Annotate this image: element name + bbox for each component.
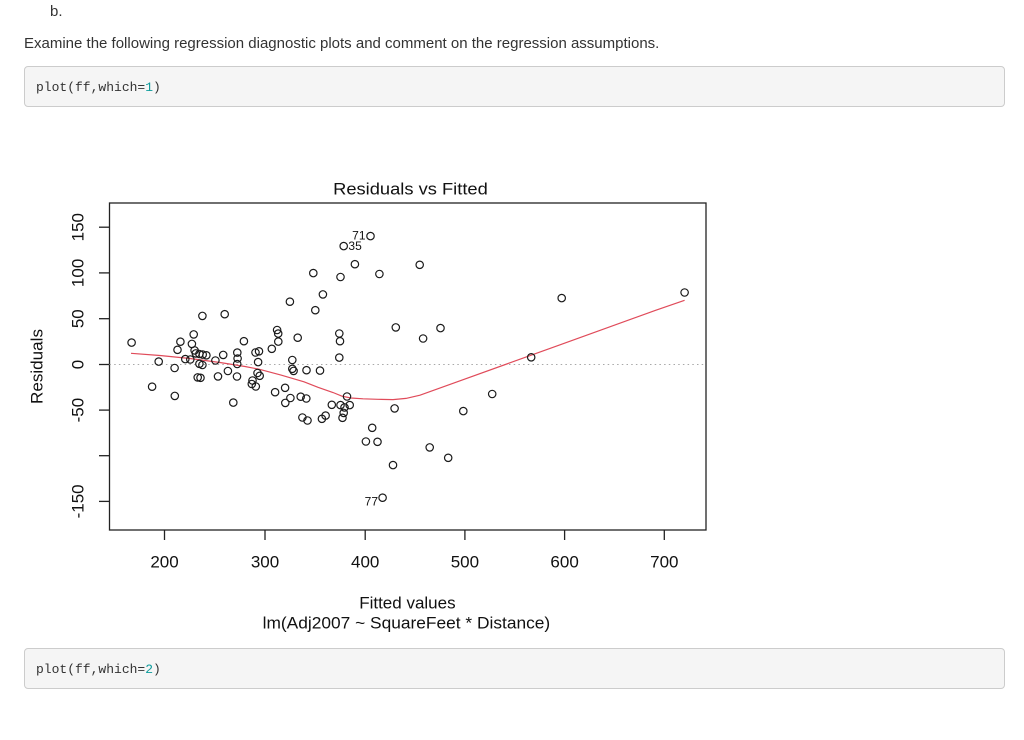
svg-text:200: 200 — [150, 553, 178, 572]
svg-text:lm(Adj2007 ~ SquareFeet * Dist: lm(Adj2007 ~ SquareFeet * Distance) — [263, 614, 551, 633]
svg-text:100: 100 — [68, 259, 87, 287]
svg-text:-150: -150 — [68, 484, 87, 518]
svg-text:150: 150 — [68, 213, 87, 241]
svg-text:500: 500 — [451, 553, 479, 572]
svg-text:0: 0 — [68, 360, 87, 369]
svg-text:300: 300 — [251, 553, 279, 572]
svg-text:Fitted values: Fitted values — [359, 593, 455, 612]
svg-text:77: 77 — [365, 495, 379, 509]
svg-text:400: 400 — [351, 553, 379, 572]
svg-text:71: 71 — [352, 229, 366, 243]
svg-text:50: 50 — [68, 309, 87, 328]
svg-text:Residuals: Residuals — [28, 329, 47, 404]
svg-text:Residuals vs Fitted: Residuals vs Fitted — [333, 179, 488, 198]
svg-text:700: 700 — [650, 553, 678, 572]
svg-text:35: 35 — [348, 239, 362, 253]
svg-text:600: 600 — [550, 553, 578, 572]
svg-text:-50: -50 — [68, 398, 87, 423]
